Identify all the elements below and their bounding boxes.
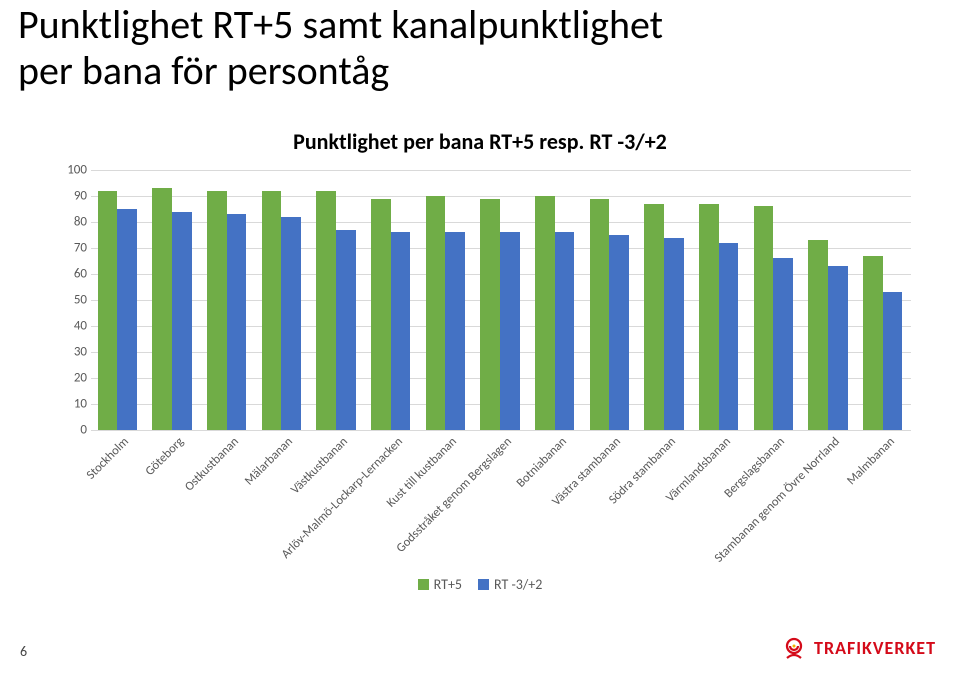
bar-group: Stambanan genom Övre Norrland bbox=[801, 170, 856, 430]
bar bbox=[152, 188, 172, 430]
x-tick-label: Botniabanan bbox=[513, 434, 569, 490]
bar-group: Västra stambanan bbox=[582, 170, 637, 430]
bar-group: Mälarbanan bbox=[254, 170, 309, 430]
bar bbox=[281, 217, 301, 430]
bar-group: Malmbanan bbox=[855, 170, 910, 430]
bar-group: Södra stambanan bbox=[637, 170, 692, 430]
y-tick-label: 60 bbox=[57, 267, 87, 282]
bar bbox=[535, 196, 555, 430]
legend-item: RT -3/+2 bbox=[478, 576, 542, 593]
bar-group: Godsstråket genom Bergslagen bbox=[473, 170, 528, 430]
legend-swatch bbox=[478, 579, 489, 590]
bar bbox=[644, 204, 664, 430]
bar bbox=[316, 191, 336, 430]
bar-group: Värmlandsbanan bbox=[691, 170, 746, 430]
trafikverket-icon bbox=[782, 636, 806, 660]
legend-item: RT+5 bbox=[418, 576, 462, 593]
y-tick-label: 30 bbox=[57, 345, 87, 360]
bar bbox=[500, 232, 520, 430]
x-tick-label: Godsstråket genom Bergslagen bbox=[393, 434, 514, 555]
bar bbox=[828, 266, 848, 430]
bar bbox=[609, 235, 629, 430]
y-tick-label: 10 bbox=[57, 397, 87, 412]
bar bbox=[391, 232, 411, 430]
x-tick-label: Göteborg bbox=[142, 434, 187, 479]
bar bbox=[480, 199, 500, 430]
title-line-1: Punktlighet RT+5 samt kanalpunktlighet bbox=[18, 0, 663, 49]
legend: RT+5 RT -3/+2 bbox=[0, 576, 960, 594]
bar-group: Bergslagsbanan bbox=[746, 170, 801, 430]
x-tick-label: Ostkustbanan bbox=[181, 434, 241, 494]
bar-group: Kust till kustbanan bbox=[418, 170, 473, 430]
bar bbox=[207, 191, 227, 430]
x-tick-label: Stockholm bbox=[84, 434, 132, 482]
bar bbox=[117, 209, 137, 430]
bar-group: Stockholm bbox=[90, 170, 145, 430]
bar-group: Göteborg bbox=[145, 170, 200, 430]
bar bbox=[371, 199, 391, 430]
bar bbox=[590, 199, 610, 430]
bar bbox=[445, 232, 465, 430]
bar bbox=[336, 230, 356, 430]
bar bbox=[227, 214, 247, 430]
title-line-2: per bana för persontåg bbox=[18, 46, 389, 95]
legend-label: RT -3/+2 bbox=[494, 576, 542, 593]
y-tick-label: 80 bbox=[57, 215, 87, 230]
bar bbox=[754, 206, 774, 430]
chart-area: 0102030405060708090100 StockholmGöteborg… bbox=[60, 170, 910, 470]
y-tick-label: 100 bbox=[57, 163, 87, 178]
chart-title: Punktlighet per bana RT+5 resp. RT -3/+2 bbox=[0, 128, 960, 155]
bar bbox=[664, 238, 684, 430]
y-tick-label: 70 bbox=[57, 241, 87, 256]
bar-group: Ostkustbanan bbox=[199, 170, 254, 430]
bar bbox=[172, 212, 192, 430]
y-tick-label: 40 bbox=[57, 319, 87, 334]
y-tick-label: 20 bbox=[57, 371, 87, 386]
bar bbox=[98, 191, 118, 430]
bar bbox=[863, 256, 883, 430]
footer-brand-text: TRAFIKVERKET bbox=[814, 637, 936, 659]
slide-title: Punktlighet RT+5 samt kanalpunktlighet p… bbox=[18, 2, 663, 94]
bar bbox=[555, 232, 575, 430]
bar bbox=[773, 258, 793, 430]
slide: Punktlighet RT+5 samt kanalpunktlighet p… bbox=[0, 0, 960, 674]
legend-label: RT+5 bbox=[434, 576, 462, 593]
footer-logo: TRAFIKVERKET bbox=[782, 636, 936, 660]
bar-group: Botniabanan bbox=[527, 170, 582, 430]
bar bbox=[719, 243, 739, 430]
page-number: 6 bbox=[20, 643, 27, 660]
bar bbox=[883, 292, 903, 430]
bar bbox=[262, 191, 282, 430]
bar bbox=[699, 204, 719, 430]
bar-group: Arlöv-Malmö-Lockarp-Lernacken bbox=[363, 170, 418, 430]
legend-swatch bbox=[418, 579, 429, 590]
bars-container: StockholmGöteborgOstkustbananMälarbananV… bbox=[90, 170, 910, 430]
y-tick-label: 90 bbox=[57, 189, 87, 204]
y-tick-label: 50 bbox=[57, 293, 87, 308]
bar-group: Västkustbanan bbox=[309, 170, 364, 430]
gridline bbox=[91, 430, 911, 431]
y-tick-label: 0 bbox=[57, 423, 87, 438]
x-tick-label: Mälarbanan bbox=[242, 434, 296, 488]
bar bbox=[426, 196, 446, 430]
x-tick-label: Malmbanan bbox=[844, 434, 898, 488]
bar bbox=[808, 240, 828, 430]
